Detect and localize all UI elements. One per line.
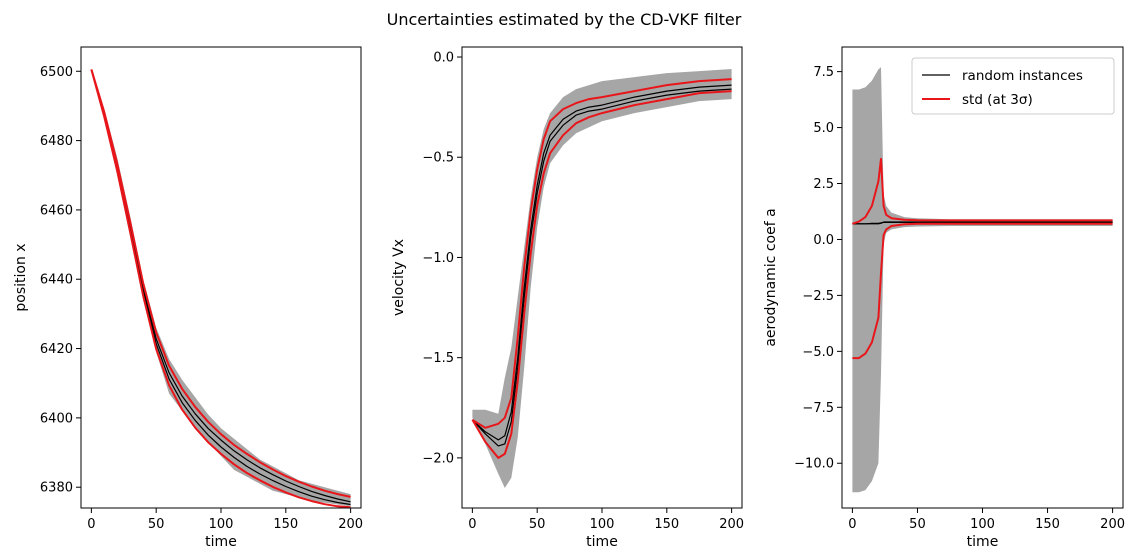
uncertainty-band (472, 69, 732, 488)
legend: random instances std (at 3σ) (911, 57, 1115, 115)
legend-label: std (at 3σ) (962, 92, 1033, 108)
y-tick-label: −1.0 (422, 251, 454, 266)
std-line-3 (471, 90, 732, 459)
x-tick-label: 50 (909, 517, 926, 532)
y-axis-label: position x (13, 243, 29, 311)
y-tick-label: 6500 (40, 65, 73, 80)
x-axis-label: time (586, 534, 618, 550)
instance-line-1 (471, 88, 732, 447)
std-line-2 (852, 157, 1113, 225)
x-tick-label: 100 (590, 517, 615, 532)
y-tick-label: 6380 (40, 481, 73, 496)
y-tick-label: 0.0 (813, 233, 834, 248)
x-tick-label: 0 (468, 517, 476, 532)
y-tick-label: 6400 (40, 411, 73, 426)
y-tick-label: 6420 (40, 342, 73, 357)
subplot-position: 0 50 100 150 200 6380 6400 6420 6440 6460 6480 6500… (13, 46, 363, 550)
x-tick-label: 200 (338, 517, 363, 532)
instance-line-0 (90, 69, 351, 503)
legend-label: random instances (962, 68, 1083, 84)
y-tick-label: 2.5 (813, 177, 834, 192)
x-tick-label: 150 (1035, 517, 1060, 532)
y-tick-label: −2.5 (802, 289, 834, 304)
x-tick-label: 150 (273, 517, 298, 532)
y-tick-label: 6460 (40, 203, 73, 218)
y-tick-label: 6440 (40, 273, 73, 288)
x-tick-label: 200 (1100, 517, 1125, 532)
std-line-3 (852, 222, 1113, 360)
subplot-velocity: 0 50 100 150 200 0.0 −0.5 −1.0 −1.5 −2.0 time veloc… (391, 46, 744, 550)
y-tick-label: 0.0 (433, 51, 454, 66)
legend-box (911, 57, 1115, 115)
y-tick-label: −0.5 (422, 151, 454, 166)
subplot-aerodynamic-coef: 0 50 100 150 200 7.5 5.0 2.5 0.0 −2.5 −5.0 −7.5 −10.… (763, 46, 1125, 550)
y-tick-label: −10.0 (794, 457, 834, 472)
x-tick-label: 50 (148, 517, 165, 532)
instance-line-0 (471, 84, 732, 441)
x-tick-label: 100 (970, 517, 995, 532)
std-line-2 (471, 78, 732, 429)
x-tick-label: 150 (654, 517, 679, 532)
x-tick-label: 100 (209, 517, 234, 532)
x-tick-label: 0 (87, 517, 95, 532)
y-tick-label: −7.5 (802, 401, 834, 416)
figure-title: Uncertainties estimated by the CD-VKF fi… (387, 10, 742, 29)
y-tick-label: 7.5 (813, 65, 834, 80)
x-tick-label: 0 (848, 517, 856, 532)
y-tick-label: −5.0 (802, 345, 834, 360)
y-tick-label: −1.5 (422, 351, 454, 366)
std-line-2 (90, 69, 351, 498)
x-axis-label: time (205, 534, 237, 550)
y-tick-label: 6480 (40, 134, 73, 149)
instance-line-1 (852, 221, 1113, 225)
std-line-3 (90, 69, 351, 509)
x-tick-label: 200 (719, 517, 744, 532)
y-axis-label: velocity Vx (391, 239, 407, 316)
uncertainty-band (852, 67, 1113, 493)
y-tick-label: −2.0 (422, 451, 454, 466)
x-tick-label: 50 (529, 517, 546, 532)
x-axis-label: time (967, 534, 999, 550)
y-tick-label: 5.0 (813, 121, 834, 136)
plot-frame (841, 46, 1124, 509)
y-axis-label: aerodynamic coef a (763, 208, 779, 346)
